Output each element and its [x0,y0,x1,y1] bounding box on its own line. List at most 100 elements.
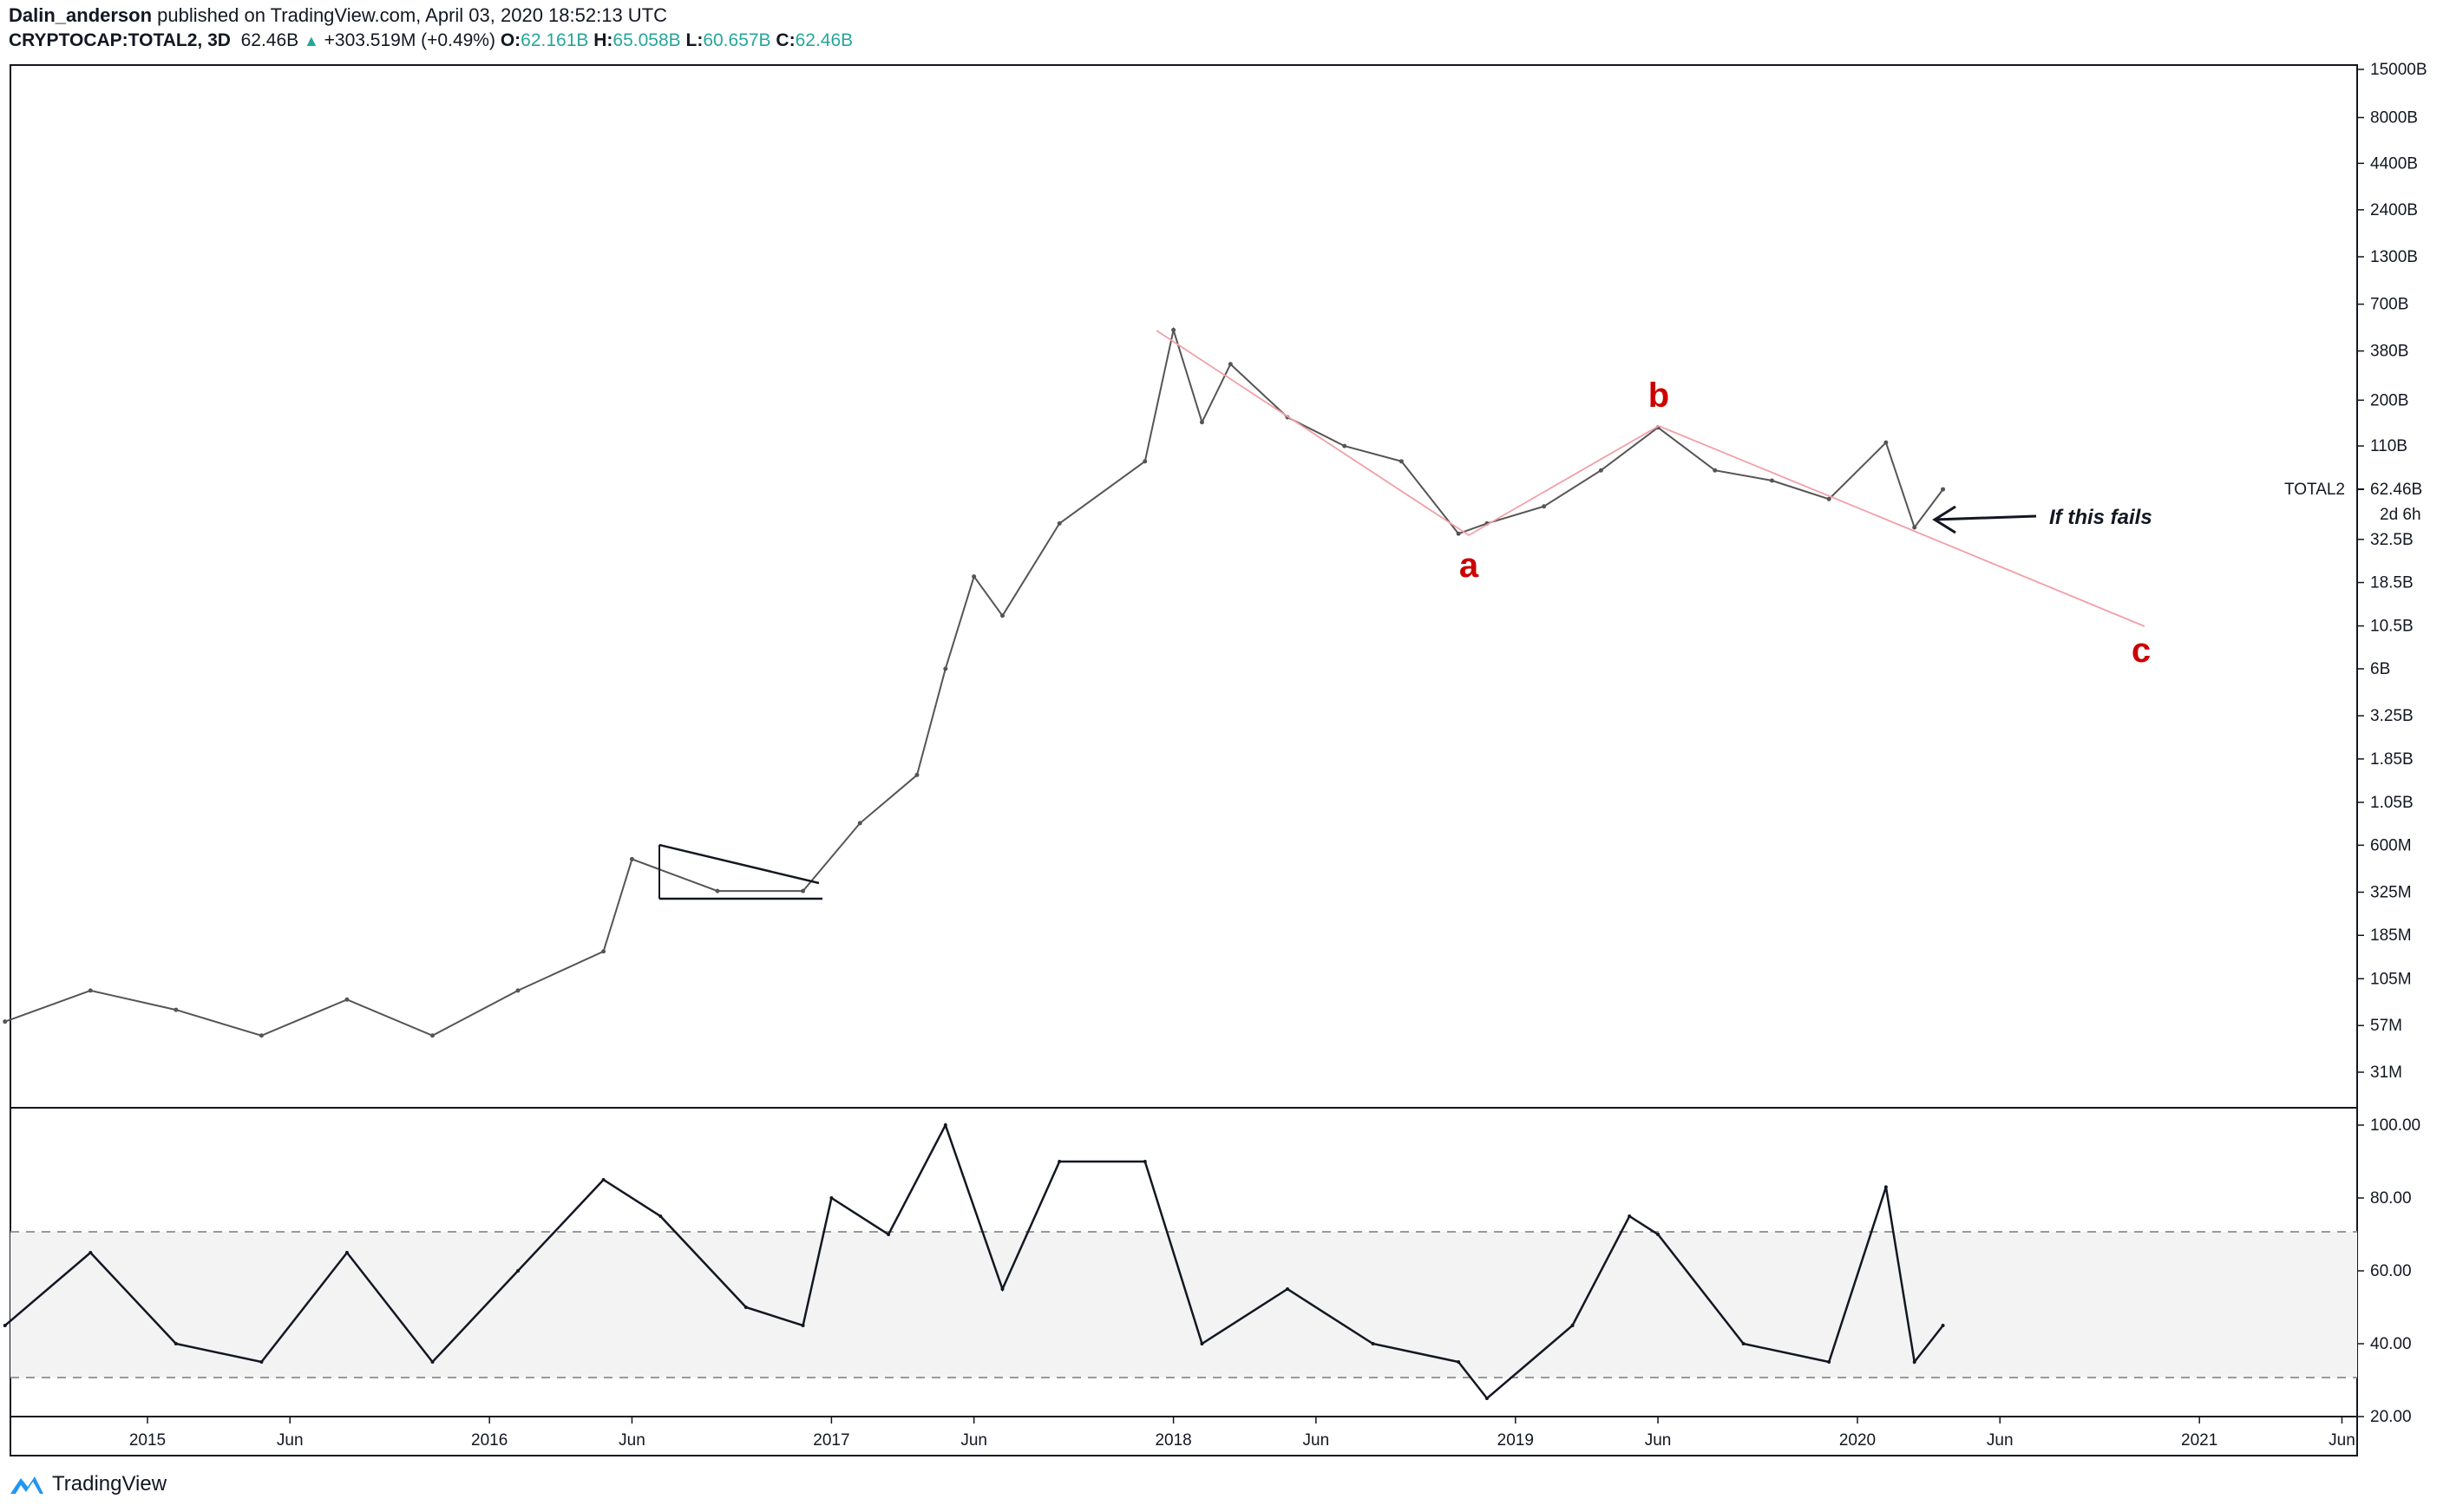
price-axis-tick-label: 380B [2370,343,2408,361]
rsi-data-point [431,1360,435,1364]
price-data-point [1228,362,1233,366]
time-axis-tick-label: 2017 [813,1431,849,1450]
rsi-data-point [1628,1214,1631,1218]
time-axis-tick-label: 2015 [129,1431,166,1450]
price-data-point [1941,488,1945,492]
price-data-point [516,988,521,992]
price-data-point [1883,441,1888,445]
price-data-point [1171,328,1176,332]
rsi-data-point [1372,1342,1375,1345]
rsi-axis-tick-label: 100.00 [2370,1116,2420,1135]
rsi-band [10,1232,2357,1378]
rsi-data-point [259,1360,263,1364]
rsi-data-point [944,1123,947,1127]
rsi-data-point [1058,1160,1061,1163]
rsi-data-point [1884,1185,1888,1188]
price-data-point [1000,613,1005,618]
time-axis-tick-label: Jun [1987,1431,2014,1450]
rsi-data-point [1913,1360,1916,1364]
price-axis-tick-label: 1300B [2370,248,2418,266]
price-axis-tick-label: 6B [2370,660,2390,678]
time-axis-tick-label: Jun [1645,1431,1672,1450]
time-axis-tick-label: Jun [960,1431,987,1450]
price-data-point [1599,468,1603,473]
time-axis-tick-label: Jun [1303,1431,1330,1450]
price-data-point [630,857,634,861]
price-data-point [174,1008,178,1012]
rsi-data-point [887,1233,890,1236]
price-data-point [1457,532,1461,536]
price-data-point [1342,444,1346,448]
tradingview-brand: TradingView [52,1472,167,1496]
price-data-point [801,889,805,893]
price-axis-tick-label: 10.5B [2370,618,2414,636]
price-data-point [716,889,720,893]
price-axis-tick-label: 4400B [2370,154,2418,173]
price-axis-tick-label: 325M [2370,883,2412,901]
price-axis-tick-label: 1.05B [2370,794,2414,812]
bar-countdown: 2d 6h [2380,506,2421,524]
tradingview-logo-icon [9,1471,45,1497]
price-data-point [1827,497,1831,501]
rsi-data-point [516,1269,520,1273]
price-data-point [1399,459,1404,463]
price-data-point [858,821,862,825]
price-data-point [601,949,606,953]
time-axis-tick-label: 2016 [471,1431,508,1450]
wave-a-label: a [1459,547,1479,585]
symbol-tag-label: TOTAL2 [2284,481,2345,499]
price-axis-tick-label: 700B [2370,296,2408,314]
price-axis-tick-label: 57M [2370,1017,2402,1035]
price-data-point [1058,521,1062,526]
price-axis-tick-label: 3.25B [2370,707,2414,725]
price-series-line [5,330,1943,1035]
price-axis-tick-label: 18.5B [2370,574,2414,592]
time-axis-tick-label: Jun [2329,1431,2355,1450]
price-data-point [3,1019,7,1024]
time-axis-tick-label: 2019 [1497,1431,1534,1450]
price-axis-tick-label: 15000B [2370,61,2427,79]
rsi-data-point [602,1178,606,1181]
price-data-point [1912,525,1916,529]
rsi-data-point [1942,1324,1945,1327]
rsi-data-point [1571,1324,1575,1327]
price-axis-tick-label: 32.5B [2370,531,2414,549]
if-this-fails-note: If this fails [2049,506,2152,529]
rsi-axis-tick-label: 20.00 [2370,1408,2412,1426]
rsi-data-point [1827,1360,1831,1364]
rsi-data-point [88,1251,92,1254]
elliott-wave-path[interactable] [1156,331,2145,626]
price-data-point [1770,479,1774,483]
rsi-axis-tick-label: 80.00 [2370,1189,2412,1208]
rsi-data-point [829,1196,833,1200]
time-axis-tick-label: 2018 [1155,1431,1191,1450]
time-axis-tick-label: Jun [619,1431,645,1450]
rsi-axis-tick-label: 40.00 [2370,1335,2412,1353]
time-axis-tick-label: Jun [277,1431,304,1450]
rsi-data-point [1143,1160,1147,1163]
price-data-point [943,666,947,671]
price-data-point [430,1033,435,1037]
price-axis-tick-label: 185M [2370,926,2412,945]
price-data-point [1542,504,1546,508]
time-axis-tick-label: 2021 [2181,1431,2217,1450]
price-axis-tick-label: 105M [2370,970,2412,988]
tradingview-footer[interactable]: TradingView [9,1471,167,1497]
price-data-point [344,998,349,1002]
price-axis-tick-label: 600M [2370,836,2412,854]
rsi-data-point [1457,1360,1460,1364]
rsi-data-point [1656,1233,1660,1236]
price-axis-tick-label: 2400B [2370,201,2418,219]
rsi-data-point [1200,1342,1203,1345]
rsi-data-point [345,1251,349,1254]
price-axis-tick-label: 31M [2370,1064,2402,1082]
rsi-data-point [1485,1397,1489,1400]
price-data-point [914,773,919,777]
left-arrow-icon [1935,507,2036,533]
price-data-point [259,1033,264,1037]
rsi-data-point [1001,1287,1005,1291]
rsi-data-point [1742,1342,1746,1345]
wave-c-label: c [2132,632,2151,670]
price-axis-tick-label: 1.85B [2370,750,2414,769]
